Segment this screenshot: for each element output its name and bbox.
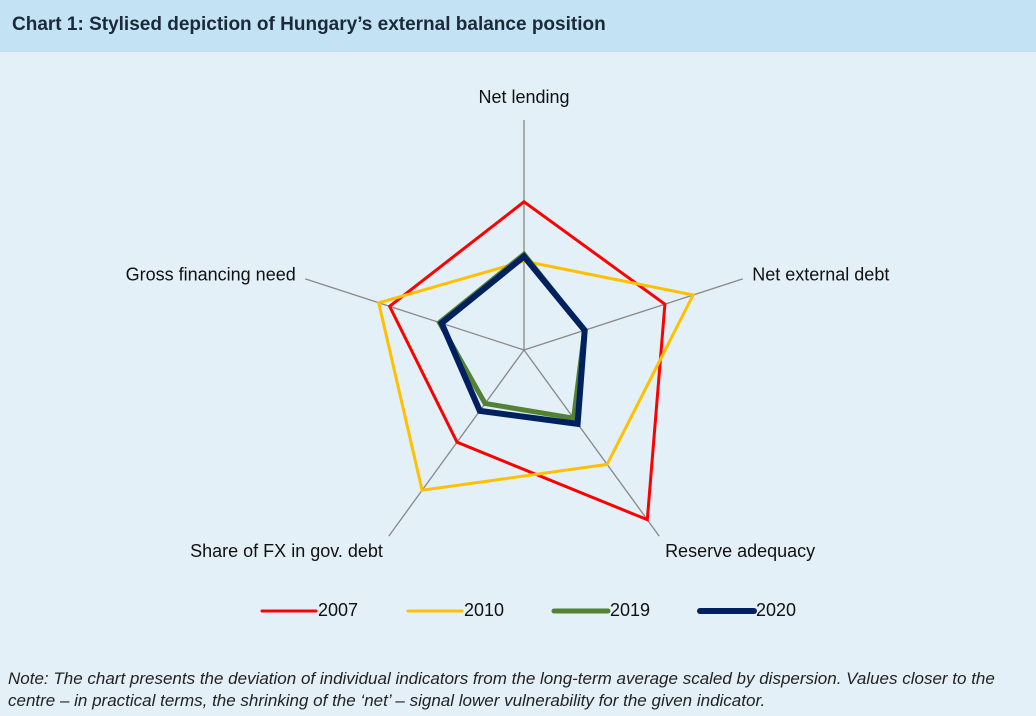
series-polygon xyxy=(376,259,696,492)
note: Note: The chart presents the deviation o… xyxy=(8,669,995,710)
legend-label: 2020 xyxy=(756,600,796,620)
chart: Net lending Net external debt Reserve adeq… xyxy=(126,87,890,620)
axis-label: Gross financing need xyxy=(126,265,296,285)
axis-label: Share of FX in gov. debt xyxy=(190,541,383,561)
legend-label: 2019 xyxy=(610,600,650,620)
chart-title: Chart 1: Stylised depiction of Hungary’s… xyxy=(12,14,606,35)
legend-label: 2010 xyxy=(464,600,504,620)
axis-line xyxy=(305,278,525,351)
series-polygon xyxy=(387,199,667,522)
axis-line xyxy=(523,349,660,537)
series-polygon xyxy=(437,252,588,428)
legend-label: 2007 xyxy=(318,600,358,620)
axis-line xyxy=(523,278,743,351)
header: Chart 1: Stylised depiction of Hungary’s… xyxy=(0,0,1036,52)
axis-label: Net external debt xyxy=(752,265,889,285)
axis-label: Reserve adequacy xyxy=(665,541,815,561)
axis-label: Net lending xyxy=(478,87,569,107)
